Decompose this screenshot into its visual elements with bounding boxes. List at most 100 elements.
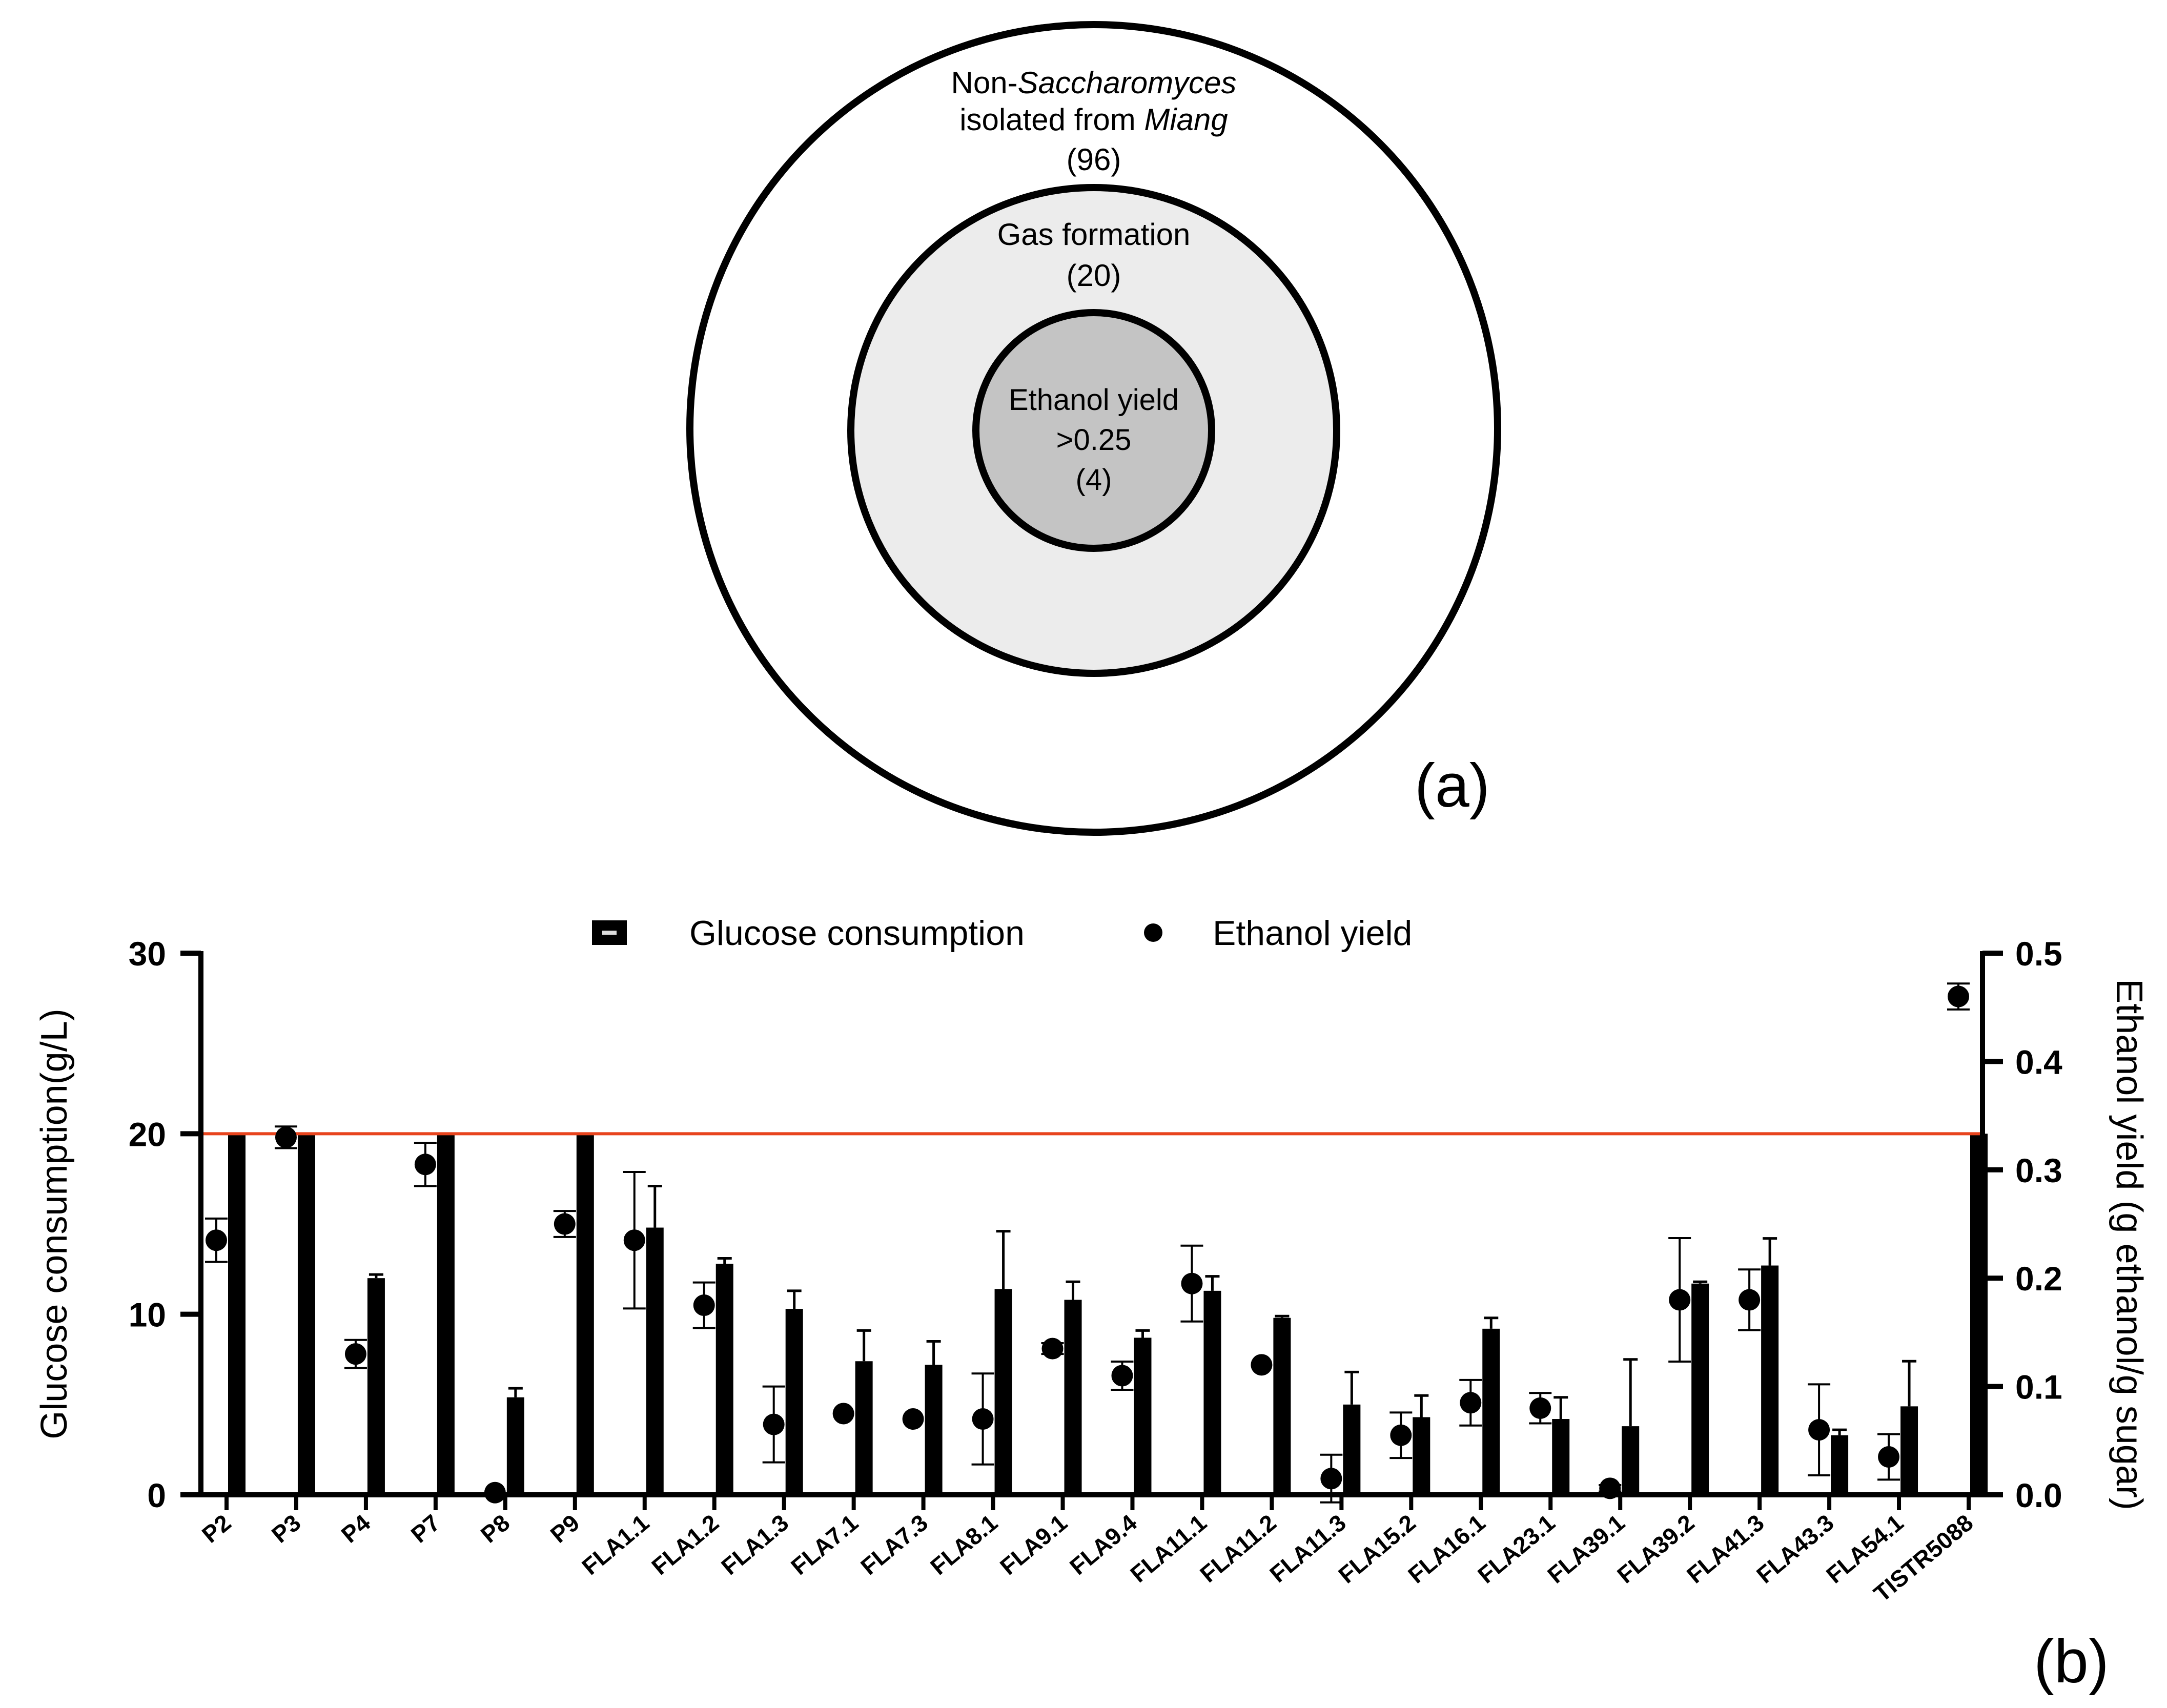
bar <box>576 1134 594 1495</box>
x-tick-label: P4 <box>336 1509 376 1548</box>
x-tick-label: P9 <box>545 1509 585 1548</box>
bar <box>1343 1404 1361 1495</box>
data-point <box>275 1126 297 1148</box>
bar <box>297 1134 315 1495</box>
data-point <box>1739 1289 1761 1311</box>
bar-error-bars <box>369 1185 1917 1435</box>
bar <box>1622 1426 1640 1495</box>
data-point <box>1111 1365 1133 1387</box>
bar <box>367 1278 385 1495</box>
data-point <box>623 1229 645 1251</box>
legend: Glucose consumption Ethanol yield <box>592 914 1412 953</box>
x-tick-label: FLA15.2 <box>1333 1509 1421 1589</box>
bar <box>1134 1337 1152 1495</box>
x-tick-label: FLA1.3 <box>716 1509 793 1580</box>
y2-axis-label: Ethanol yield (g ethanol/g sugar) <box>2109 979 2150 1510</box>
data-point <box>763 1413 785 1435</box>
data-point <box>902 1408 924 1430</box>
bar <box>1203 1290 1221 1495</box>
data-point <box>1251 1354 1273 1376</box>
middle-label-count: (20) <box>1067 258 1121 293</box>
bar <box>1273 1318 1291 1495</box>
bar <box>228 1134 246 1495</box>
data-point <box>414 1154 436 1176</box>
x-tick-label: FLA39.2 <box>1612 1509 1700 1589</box>
x-tick-label: FLA7.3 <box>855 1509 933 1580</box>
data-point <box>1808 1419 1830 1441</box>
data-point <box>484 1481 506 1504</box>
x-tick-label: FLA11.2 <box>1195 1509 1281 1588</box>
legend-label-glucose: Glucose consumption <box>689 914 1025 953</box>
x-tick-label: FLA43.3 <box>1751 1509 1839 1589</box>
y2-tick-label: 0.4 <box>2015 1043 2062 1081</box>
y2-tick-label: 0.0 <box>2015 1476 2062 1514</box>
data-point <box>1181 1272 1203 1294</box>
x-tick-label: FLA11.1 <box>1125 1509 1212 1588</box>
bar <box>1761 1265 1779 1495</box>
y2-tick-label: 0.2 <box>2015 1260 2062 1298</box>
data-point <box>206 1229 227 1251</box>
y-tick-label: 30 <box>129 935 166 973</box>
x-tick-label: FLA1.2 <box>646 1509 724 1580</box>
data-point <box>1041 1337 1064 1360</box>
x-tick-label: FLA39.1 <box>1542 1509 1630 1589</box>
data-point <box>554 1213 576 1235</box>
data-point <box>1669 1289 1691 1311</box>
outer-label-line1: Non-Saccharomyces <box>951 66 1237 100</box>
x-tick-label: FLA11.3 <box>1264 1509 1351 1588</box>
bar <box>1413 1417 1430 1495</box>
middle-label-line1: Gas formation <box>997 217 1191 252</box>
y-tick-label: 10 <box>129 1296 166 1334</box>
data-point <box>1320 1468 1342 1490</box>
bar <box>994 1289 1012 1495</box>
legend-label-ethanol: Ethanol yield <box>1213 914 1412 953</box>
legend-bar-swatch <box>592 920 627 945</box>
bar <box>646 1227 664 1495</box>
y2-tick-label: 0.3 <box>2015 1151 2062 1189</box>
bar <box>506 1397 524 1495</box>
x-tick-label: FLA9.1 <box>995 1509 1072 1580</box>
x-tick-label: P7 <box>406 1509 445 1548</box>
panel-a-label: (a) <box>1415 751 1490 820</box>
legend-point-swatch <box>1144 923 1162 942</box>
x-tick-label: FLA1.1 <box>577 1509 654 1580</box>
bar <box>785 1309 803 1495</box>
panel-b-label: (b) <box>2034 1627 2109 1696</box>
bar <box>715 1264 733 1495</box>
y2-tick-label: 0.1 <box>2015 1368 2062 1406</box>
x-tick-label: FLA7.1 <box>786 1509 863 1580</box>
bar <box>1691 1283 1709 1495</box>
x-tick-label: FLA41.3 <box>1682 1509 1769 1589</box>
bar <box>1482 1328 1500 1495</box>
data-point <box>1460 1392 1482 1414</box>
data-point <box>832 1403 854 1425</box>
bar <box>437 1134 455 1495</box>
inner-circle <box>972 309 1215 552</box>
panel-a-venn: Non-Saccharomyces isolated from Miang (9… <box>686 21 1501 836</box>
bar-series <box>228 1134 1988 1495</box>
inner-label-line2: >0.25 <box>1056 423 1132 457</box>
data-point <box>693 1294 715 1316</box>
bar <box>1831 1435 1849 1495</box>
inner-label-line1: Ethanol yield <box>1009 383 1179 417</box>
x-tick-label: FLA23.1 <box>1473 1509 1560 1589</box>
data-point <box>1599 1477 1621 1499</box>
y-tick-label: 20 <box>129 1115 166 1153</box>
data-point <box>1390 1424 1412 1446</box>
x-tick-label: P2 <box>197 1509 236 1548</box>
outer-label-count: (96) <box>1067 142 1121 177</box>
y-tick-label: 0 <box>147 1476 166 1514</box>
x-tick-label: FLA8.1 <box>925 1509 1003 1580</box>
point-series <box>205 982 1970 1504</box>
x-tick-label: P8 <box>476 1509 515 1548</box>
inner-label-count: (4) <box>1076 463 1112 497</box>
data-point <box>1529 1397 1551 1419</box>
data-point <box>1878 1446 1900 1468</box>
bar <box>1900 1406 1918 1495</box>
bar <box>925 1365 943 1495</box>
bar <box>1552 1419 1570 1495</box>
bar <box>855 1361 873 1495</box>
data-point <box>972 1408 994 1430</box>
